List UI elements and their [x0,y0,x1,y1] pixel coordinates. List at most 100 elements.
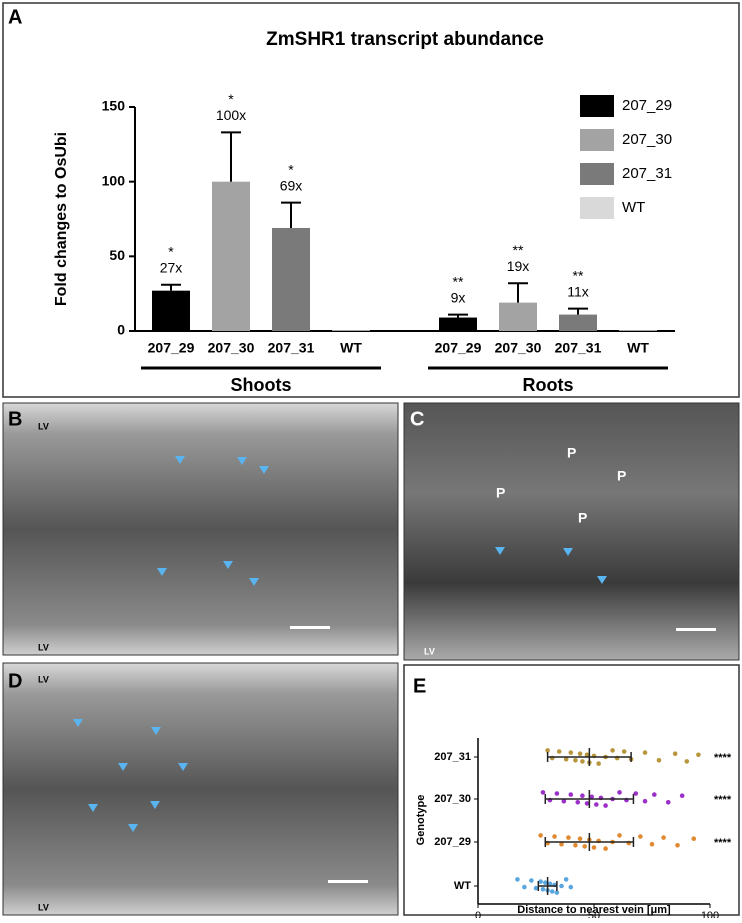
y-tick-label: 100 [102,172,126,188]
legend-label: 207_31 [622,165,672,182]
data-point [584,801,590,806]
x-tick-label: 100 [701,910,719,918]
y-axis-label: Fold changes to OsUbi [53,132,70,306]
data-point [522,884,527,890]
group-label: Shoots [231,375,292,395]
arrowhead [259,466,269,474]
data-point [545,748,550,753]
arrowhead [150,801,160,809]
micrograph [2,402,399,656]
data-point [580,793,585,798]
arrowhead [249,578,259,586]
data-point [584,752,590,758]
panel-letter: D [8,670,22,692]
data-point [538,833,543,838]
data-point [554,791,560,796]
chart-title: ZmSHR1 transcript abundance [266,29,544,50]
data-point [568,884,574,890]
data-point [591,845,597,850]
data-point [589,794,594,800]
value-label: 100x [216,107,246,123]
data-point [549,889,555,894]
image-label: P [567,445,576,461]
data-point [580,759,585,764]
arrowhead [563,548,573,556]
significance: * [228,91,234,107]
micrograph [2,662,399,916]
data-point [554,890,560,895]
data-point [552,834,557,839]
arrowhead [495,547,505,555]
data-point [696,752,701,758]
data-point [582,844,588,849]
scale-bar [676,628,716,631]
bar [559,314,597,331]
data-point [563,877,569,882]
image-label: P [578,510,587,526]
data-point [672,751,678,756]
legend-swatch [580,129,614,151]
significance: * [288,161,294,177]
x-axis-label: Distance to nearest vein [μm] [517,904,671,916]
data-point [642,798,648,804]
data-point [573,758,578,763]
x-tick-label: 207_29 [148,340,195,356]
data-point [577,836,583,841]
legend-label: 207_30 [622,131,672,148]
value-label: 69x [280,177,303,193]
significance: ** [513,242,524,258]
value-label: 9x [451,289,466,305]
arrowhead [118,763,128,771]
data-point [691,836,697,841]
significance: ** [573,267,584,283]
data-point [642,750,648,755]
y-tick-label: 207_31 [434,751,471,763]
significance: ** [453,273,464,289]
arrowhead [73,719,83,727]
arrowhead [157,568,167,576]
panel-frame [403,664,740,916]
data-point [573,843,578,848]
data-point [684,759,690,764]
data-point [540,790,546,795]
significance: **** [714,752,732,764]
data-point [568,750,574,755]
legend-swatch [580,163,614,185]
data-point [603,846,608,851]
data-point [540,887,546,892]
x-tick-label: 207_30 [208,340,255,356]
data-point [563,756,569,762]
value-label: 11x [567,283,589,299]
data-point [656,758,662,763]
data-point [679,793,685,798]
data-point [649,841,655,847]
data-point [542,880,548,885]
data-point [610,748,615,753]
arrowhead [88,804,98,812]
scale-bar [328,880,368,883]
data-point [577,751,583,756]
x-tick-label: WT [340,340,362,356]
data-point [515,877,520,882]
arrowhead [178,763,188,771]
data-point [652,792,657,797]
panel-letter: B [8,408,22,430]
data-point [617,790,622,795]
data-point [617,833,622,838]
x-tick-label: 0 [475,910,481,918]
data-point [561,798,567,804]
bar [439,317,477,331]
data-point [568,792,574,797]
legend-label: 207_29 [622,97,672,114]
significance: **** [714,794,732,806]
y-tick-label: 50 [109,247,125,263]
micrograph [403,402,740,661]
scale-bar [290,626,330,629]
bar [499,302,537,331]
legend-swatch [580,197,614,219]
legend-label: WT [622,199,645,216]
y-tick-label: 0 [117,322,125,338]
image-label: P [496,485,505,501]
arrowhead [128,824,138,832]
